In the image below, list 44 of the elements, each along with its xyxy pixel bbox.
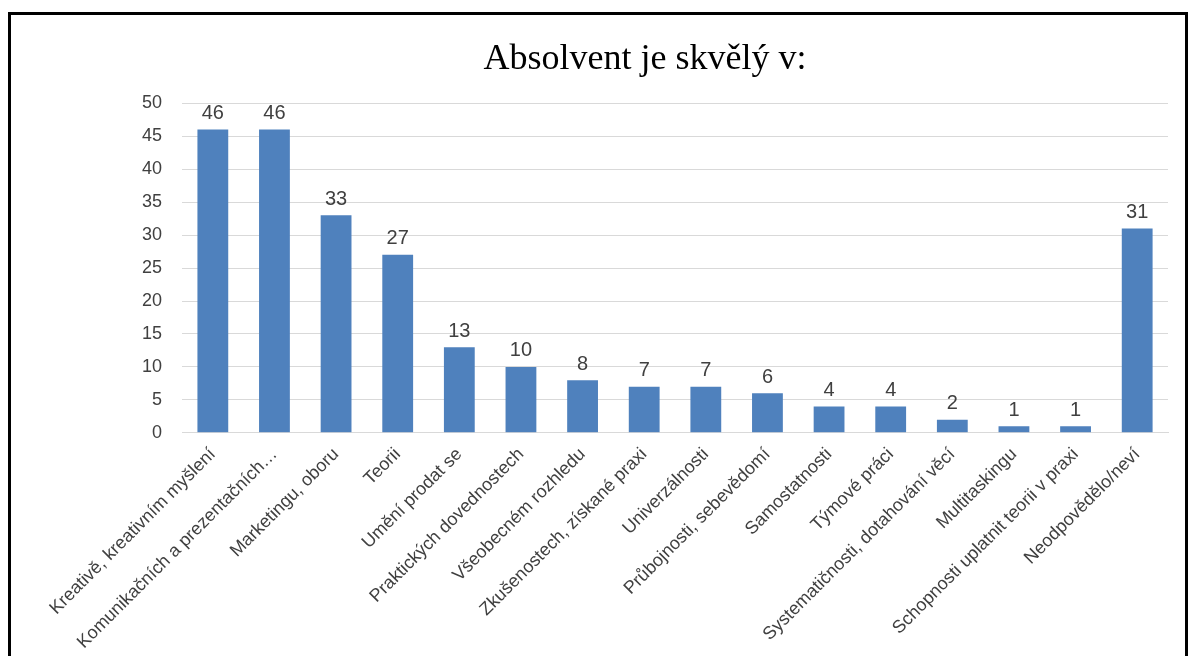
- data-label: 7: [638, 358, 650, 381]
- data-label: 13: [448, 318, 471, 341]
- data-label: 46: [201, 101, 224, 124]
- data-label: 4: [823, 378, 835, 401]
- bar: [690, 386, 722, 433]
- y-tick-label: 30: [141, 224, 163, 245]
- y-tick-label: 10: [141, 355, 163, 376]
- y-tick-label: 35: [141, 191, 163, 212]
- y-tick-label: 50: [141, 92, 163, 113]
- bar: [320, 215, 352, 433]
- data-label: 10: [509, 338, 533, 361]
- y-tick-label: 0: [152, 421, 163, 442]
- data-label: 27: [386, 226, 409, 249]
- data-label: 33: [324, 186, 348, 209]
- bar: [752, 393, 783, 433]
- data-label: 31: [1126, 199, 1149, 222]
- y-tick-label: 40: [141, 158, 163, 179]
- bar: [197, 129, 229, 433]
- bar: [505, 366, 537, 433]
- y-tick-label: 45: [141, 125, 163, 146]
- y-tick-label: 25: [141, 257, 163, 278]
- bar: [628, 386, 660, 433]
- bar: [259, 129, 290, 433]
- data-label: 46: [263, 101, 286, 124]
- data-label: 8: [577, 351, 589, 374]
- data-label: 1: [1008, 397, 1020, 420]
- data-label: 7: [700, 358, 712, 381]
- bar: [382, 254, 414, 433]
- bar: [875, 406, 907, 433]
- bar: [443, 347, 475, 433]
- bar: [813, 406, 845, 433]
- bar: [1121, 228, 1153, 433]
- y-tick-label: 5: [152, 388, 163, 409]
- bar: [936, 419, 968, 433]
- bar: [567, 380, 598, 433]
- y-tick-label: 20: [141, 289, 163, 310]
- data-label: 4: [885, 378, 897, 401]
- y-tick-label: 15: [141, 322, 163, 343]
- data-label: 1: [1070, 397, 1082, 420]
- chart-title: Absolvent je skvělý v:: [483, 37, 807, 78]
- data-label: 6: [761, 364, 774, 387]
- bar: [998, 426, 1030, 433]
- bar: [1060, 426, 1091, 433]
- data-label: 2: [946, 391, 958, 414]
